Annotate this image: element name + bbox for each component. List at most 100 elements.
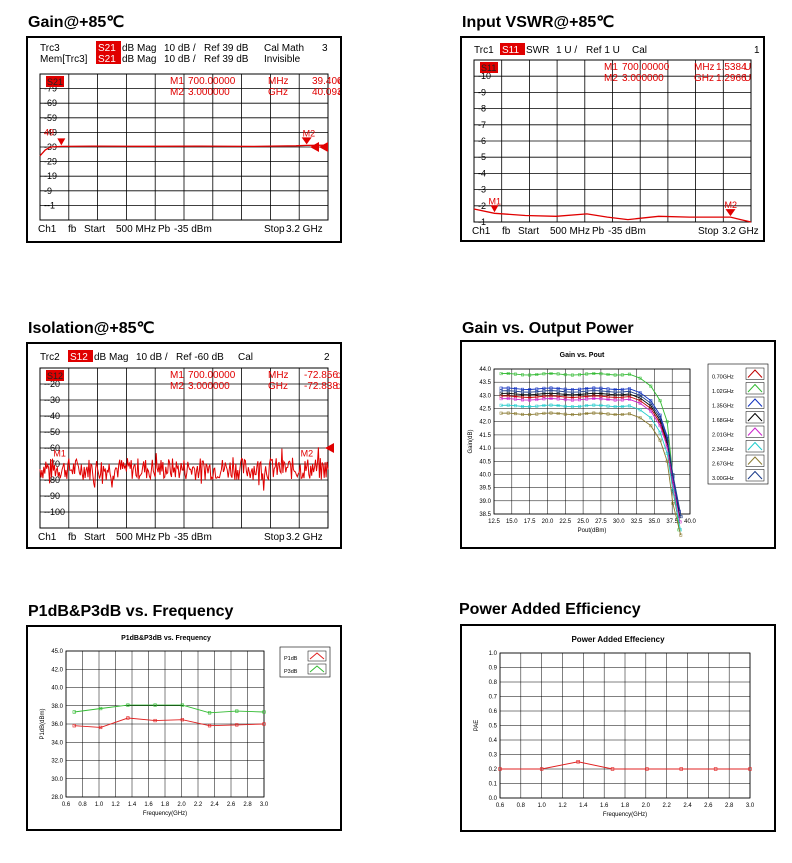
ref-arrow — [310, 142, 319, 152]
vswr-trace — [473, 208, 752, 223]
footer-field: 500 MHz — [116, 532, 156, 543]
gain-series-point — [506, 397, 510, 401]
gain-series-point — [535, 404, 539, 408]
gain-series-point — [606, 412, 610, 416]
x-tick-label: 1.8 — [621, 803, 630, 809]
x-tick-label: 2.8 — [243, 802, 252, 808]
isolation-trace — [39, 447, 329, 491]
footer-field: fb — [502, 226, 511, 237]
legend-swatch-frame — [745, 469, 765, 482]
y-tick-label: 0.4 — [489, 738, 498, 744]
gain-series-point — [665, 459, 669, 463]
legend-swatch — [747, 456, 763, 465]
gain-series-point — [592, 397, 596, 400]
y-tick-label: -59 — [44, 113, 57, 123]
x-tick-label: 2.4 — [683, 803, 692, 809]
header-field: Trc2 — [40, 352, 60, 363]
y-tick-label: -7 — [478, 120, 486, 130]
marker-readout: 3.000000 — [188, 87, 230, 98]
header-field: 1 U / — [556, 45, 577, 56]
gain-series-point — [513, 372, 517, 376]
footer-field: Ch1 — [38, 224, 57, 235]
header-field: Cal — [632, 45, 647, 56]
y-tick-label: --1 — [44, 200, 55, 210]
legend-swatch — [747, 383, 763, 393]
legend-swatch-frame — [745, 454, 765, 467]
header-badge — [500, 43, 525, 55]
gain-series-point — [620, 398, 624, 402]
freq-series-point — [180, 718, 184, 722]
y-tick-label: 38.0 — [51, 704, 63, 710]
gain-series-point — [528, 373, 532, 377]
legend-label: 1.35GHz — [712, 404, 734, 410]
gain-series-point — [658, 416, 662, 420]
gain-series-point — [585, 412, 589, 415]
gain-series-point — [535, 390, 539, 394]
gain-series-point — [513, 412, 517, 416]
legend-swatch-frame — [745, 382, 765, 395]
y-tick-label: -69 — [44, 98, 57, 108]
x-tick-label: 1.2 — [111, 802, 120, 808]
header-badge-text: S21 — [98, 43, 116, 54]
marker-m1-triangle — [490, 205, 499, 213]
marker-readout: dB — [336, 381, 340, 392]
x-tick-label: 1.6 — [144, 802, 153, 808]
marker-readout: 1.5384 — [716, 62, 747, 73]
footer-field: 3.2 GHz — [286, 224, 323, 235]
footer-field: 3.2 GHz — [286, 532, 323, 543]
marker-readout: dB — [338, 87, 340, 98]
y-tick-label: --80 — [44, 475, 60, 485]
marker-readout: U — [744, 62, 751, 73]
gain-series-point — [649, 384, 653, 388]
marker-readout: 39.400 — [312, 76, 340, 87]
y-tick-label: 40.0 — [51, 686, 63, 692]
footer-field: 500 MHz — [116, 224, 156, 235]
gain-series-point — [599, 397, 603, 401]
gain-series-point — [627, 372, 631, 376]
gain-series-point — [521, 373, 524, 377]
gain-series-point — [679, 533, 683, 537]
gain-series-point — [671, 502, 675, 505]
x-tick-label: 37.5 — [666, 519, 678, 525]
gain-series-point — [563, 412, 567, 416]
gain-series-point — [556, 404, 560, 407]
x-axis-label: Pout(dBm) — [578, 528, 607, 534]
gain-series-point — [563, 398, 567, 402]
legend-label: P3dB — [284, 669, 298, 675]
gain-pout-panel: Gain vs. Pout 12.5 15.0 17.5 20.0 22.5 25.0 27.… — [460, 340, 776, 549]
freq-series-point — [262, 710, 266, 714]
legend-label: 1.02GHz — [712, 389, 734, 395]
gain-series-point — [521, 412, 524, 416]
x-tick-label: 0.6 — [496, 803, 505, 809]
y-tick-label: --30 — [44, 395, 60, 405]
marker-m2-label: M2 — [301, 449, 314, 459]
gain-series-point — [499, 397, 503, 401]
gain-series-point — [665, 451, 669, 455]
chart-title: P1dB&P3dB vs. Frequency — [121, 635, 211, 642]
gain-series-point — [658, 430, 662, 434]
header-field: dB Mag — [122, 43, 156, 54]
gain-series-point — [599, 389, 603, 393]
legend-swatch-frame — [307, 650, 327, 662]
y-tick-label: -2 — [478, 201, 486, 211]
gain-series-point — [556, 397, 560, 401]
y-tick-label: --40 — [44, 411, 60, 421]
legend-swatch — [747, 398, 763, 407]
ref-arrow — [325, 443, 334, 453]
gain-series-point — [549, 411, 553, 415]
x-tick-label: 3.0 — [746, 803, 755, 809]
header-field: Cal — [238, 352, 253, 363]
gain-series-point — [620, 405, 624, 408]
gain-series-point — [506, 389, 510, 393]
gain-series-point — [521, 390, 524, 394]
x-tick-label: 1.6 — [600, 803, 609, 809]
gain-series-point — [528, 390, 532, 394]
gain-series-point — [535, 412, 539, 416]
freq-series-line — [74, 704, 265, 714]
marker-readout: 700.00000 — [188, 370, 236, 381]
y-tick-label: -29 — [44, 157, 57, 167]
y-tick-label: 43.5 — [479, 380, 491, 386]
y-tick-label: -4 — [478, 168, 486, 178]
freq-series-point — [207, 711, 212, 715]
pae-series-point — [576, 760, 580, 764]
